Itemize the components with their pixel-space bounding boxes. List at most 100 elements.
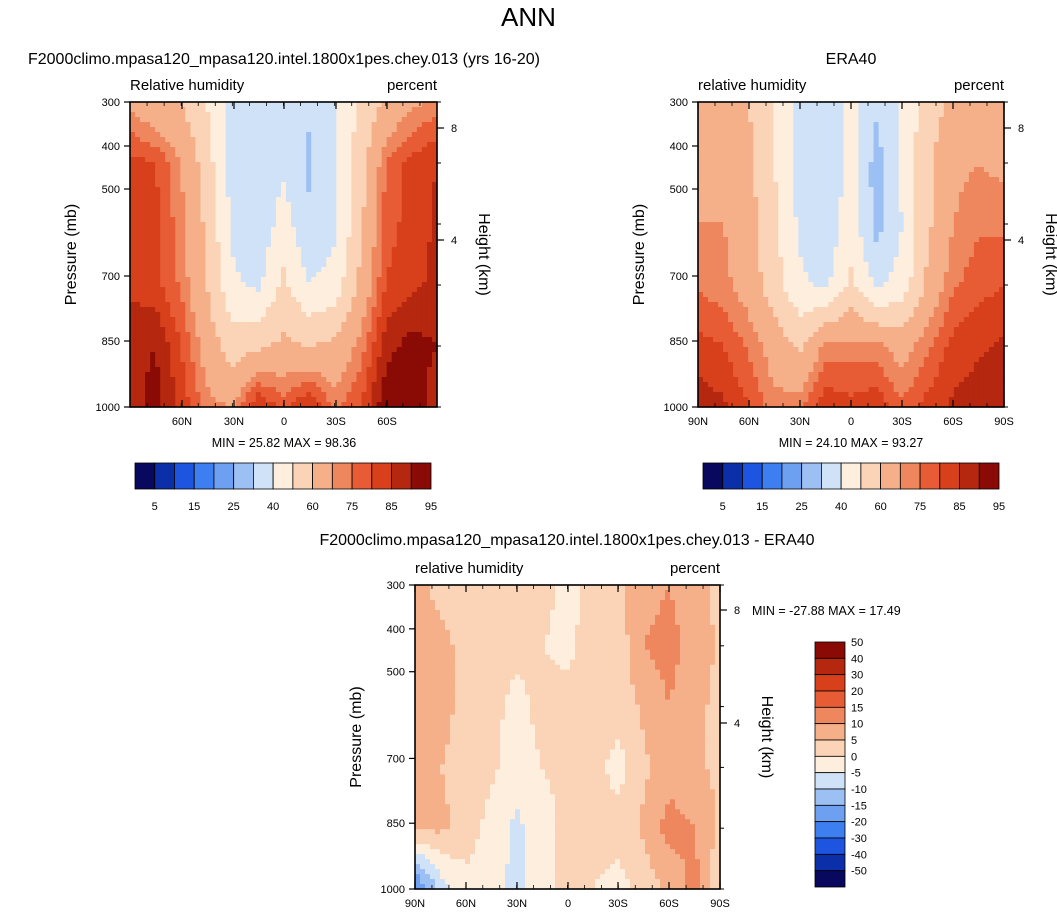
field-cell <box>341 202 348 208</box>
field-cell <box>255 357 262 363</box>
field-cell <box>416 367 423 373</box>
field-cell <box>200 367 207 373</box>
field-cell <box>170 317 176 323</box>
field-cell <box>225 252 232 258</box>
field-cell <box>376 152 383 158</box>
field-cell <box>185 312 191 318</box>
field-cell <box>165 177 171 183</box>
field-cell <box>286 282 292 288</box>
field-cell <box>758 112 764 118</box>
field-cell <box>150 257 156 263</box>
field-cell <box>416 277 423 283</box>
field-cell <box>165 262 171 268</box>
field-cell <box>140 282 146 288</box>
field-cell <box>150 357 156 363</box>
field-cell <box>938 157 945 163</box>
field-cell <box>783 142 789 148</box>
field-cell <box>160 197 166 203</box>
field-cell <box>265 332 272 338</box>
field-cell <box>406 127 413 133</box>
field-cell <box>321 202 327 208</box>
field-cell <box>818 167 825 173</box>
field-cell <box>140 187 146 193</box>
field-cell <box>255 177 262 183</box>
field-cell <box>255 292 262 298</box>
field-cell <box>326 102 332 108</box>
field-cell <box>431 377 438 383</box>
field-cell <box>311 142 317 148</box>
field-cell <box>160 307 166 313</box>
field-cell <box>275 357 282 363</box>
field-cell <box>371 107 378 113</box>
field-cell <box>356 387 363 393</box>
field-cell <box>265 347 272 353</box>
field-cell <box>346 217 353 223</box>
field-cell <box>215 402 222 408</box>
field-cell <box>225 217 232 223</box>
field-cell <box>235 187 242 193</box>
field-cell <box>401 302 408 308</box>
field-cell <box>150 347 156 353</box>
field-cell <box>738 117 744 123</box>
field-cell <box>210 262 217 268</box>
field-cell <box>280 332 287 338</box>
field-cell <box>291 302 297 308</box>
field-cell <box>245 302 252 308</box>
field-cell <box>416 327 423 333</box>
field-cell <box>190 192 197 198</box>
field-cell <box>908 142 915 148</box>
field-cell <box>396 182 403 188</box>
field-cell <box>210 162 217 168</box>
field-cell <box>386 272 393 278</box>
field-cell <box>130 277 136 283</box>
field-cell <box>833 107 840 113</box>
field-cell <box>270 132 277 138</box>
field-cell <box>923 127 930 133</box>
field-cell <box>230 122 237 128</box>
field-cell <box>145 287 151 293</box>
field-cell <box>255 307 262 313</box>
field-cell <box>883 127 890 133</box>
field-cell <box>316 397 322 403</box>
field-cell <box>351 132 358 138</box>
field-cell <box>973 102 980 108</box>
field-cell <box>145 127 151 133</box>
field-cell <box>225 247 232 253</box>
field-cell <box>296 207 302 213</box>
field-cell <box>170 152 176 158</box>
field-cell <box>245 362 252 368</box>
field-cell <box>225 367 232 373</box>
field-cell <box>913 132 920 138</box>
field-cell <box>195 177 202 183</box>
field-cell <box>155 182 161 188</box>
field-cell <box>265 192 272 198</box>
field-cell <box>708 187 714 193</box>
right-tick-label: 4 <box>451 235 457 247</box>
field-cell <box>235 372 242 378</box>
field-cell <box>316 187 322 193</box>
field-cell <box>948 102 955 108</box>
field-cell <box>903 142 910 148</box>
field-cell <box>235 142 242 148</box>
field-cell <box>185 307 191 313</box>
field-cell <box>431 262 438 268</box>
field-cell <box>255 107 262 113</box>
field-cell <box>733 157 739 163</box>
field-cell <box>406 267 413 273</box>
field-cell <box>321 297 327 303</box>
field-cell <box>150 162 156 168</box>
field-cell <box>938 142 945 148</box>
field-cell <box>371 202 378 208</box>
field-cell <box>963 132 970 138</box>
field-cell <box>998 152 1005 158</box>
field-cell <box>316 122 322 128</box>
field-cell <box>351 292 358 298</box>
field-cell <box>291 122 297 128</box>
field-cell <box>346 192 353 198</box>
field-cell <box>215 102 222 108</box>
field-cell <box>953 142 960 148</box>
field-cell <box>306 267 312 273</box>
field-cell <box>336 387 342 393</box>
field-cell <box>255 332 262 338</box>
field-cell <box>401 107 408 113</box>
